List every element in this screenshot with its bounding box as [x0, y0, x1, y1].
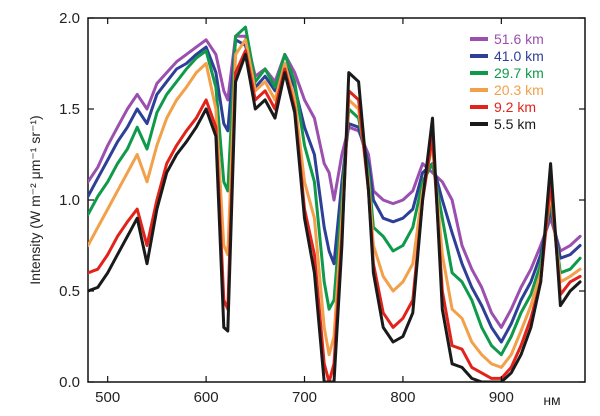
x-tick-label: 700: [292, 389, 317, 406]
x-tick-label: 500: [95, 389, 120, 406]
x-axis-unit-label: нм: [543, 392, 560, 408]
legend-label: 20.3 km: [494, 82, 544, 98]
series-line-51-6-km: [88, 34, 582, 329]
series-line-5-5-km: [88, 52, 582, 382]
series-line-9-2-km: [88, 49, 582, 382]
series-line-29-7-km: [88, 25, 582, 357]
x-axis: 500 600 700 800 900: [95, 18, 514, 406]
x-tick-label: 600: [194, 389, 219, 406]
legend-label: 29.7 km: [494, 65, 544, 81]
series-line-20-3-km: [88, 38, 582, 369]
y-axis: 0.0 0.5 1.0 1.5 2.0: [59, 10, 585, 391]
legend-label: 5.5 km: [494, 116, 536, 132]
series-layer: [88, 25, 582, 382]
y-axis-title: Intensity (W m⁻² μm⁻¹ sr⁻¹): [27, 115, 43, 284]
x-tick-label: 800: [390, 389, 415, 406]
y-tick-label: 2.0: [59, 10, 80, 27]
y-tick-label: 1.5: [59, 101, 80, 118]
legend-label: 51.6 km: [494, 31, 544, 47]
legend-label: 41.0 km: [494, 48, 544, 64]
y-tick-label: 1.0: [59, 192, 80, 209]
y-tick-label: 0.0: [59, 374, 80, 391]
legend-label: 9.2 km: [494, 99, 536, 115]
y-tick-label: 0.5: [59, 283, 80, 300]
x-tick-label: 900: [489, 389, 514, 406]
series-line-41-0-km: [88, 38, 582, 344]
